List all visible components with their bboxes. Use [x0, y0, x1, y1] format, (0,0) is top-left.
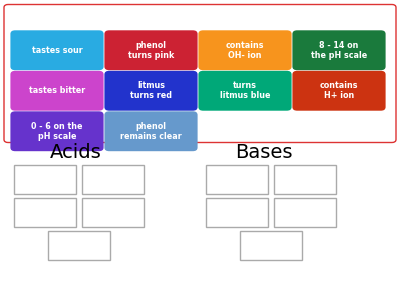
FancyBboxPatch shape [104, 111, 198, 151]
Bar [48, 231, 110, 260]
Bar [82, 165, 144, 194]
Text: phenol
remains clear: phenol remains clear [120, 122, 182, 141]
Bar [14, 198, 76, 226]
Bar [240, 231, 302, 260]
FancyBboxPatch shape [198, 30, 292, 70]
Text: Acids: Acids [50, 143, 102, 163]
FancyBboxPatch shape [292, 30, 386, 70]
Text: 8 - 14 on
the pH scale: 8 - 14 on the pH scale [311, 40, 367, 60]
Text: Bases: Bases [235, 143, 293, 163]
FancyBboxPatch shape [10, 30, 104, 70]
Bar [274, 165, 336, 194]
FancyBboxPatch shape [10, 111, 104, 151]
Text: contains
OH- ion: contains OH- ion [226, 40, 264, 60]
Bar [206, 198, 268, 226]
Bar [82, 198, 144, 226]
Text: tastes bitter: tastes bitter [29, 86, 85, 95]
Text: contains
H+ ion: contains H+ ion [320, 81, 358, 100]
FancyBboxPatch shape [104, 71, 198, 111]
Bar [274, 198, 336, 226]
Bar [14, 165, 76, 194]
Text: turns
litmus blue: turns litmus blue [220, 81, 270, 100]
Text: tastes sour: tastes sour [32, 46, 82, 55]
Text: phenol
turns pink: phenol turns pink [128, 40, 174, 60]
FancyBboxPatch shape [198, 71, 292, 111]
FancyBboxPatch shape [292, 71, 386, 111]
FancyBboxPatch shape [4, 4, 396, 142]
Text: litmus
turns red: litmus turns red [130, 81, 172, 100]
Bar [206, 165, 268, 194]
Text: 0 - 6 on the
pH scale: 0 - 6 on the pH scale [31, 122, 83, 141]
FancyBboxPatch shape [10, 71, 104, 111]
FancyBboxPatch shape [104, 30, 198, 70]
